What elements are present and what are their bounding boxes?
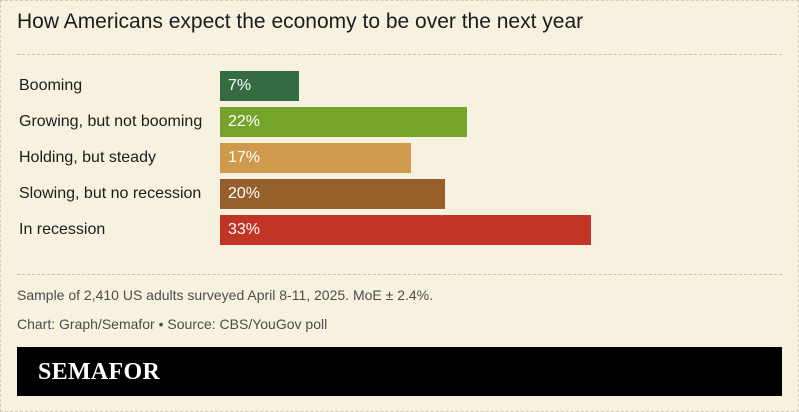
category-label: Booming [19, 77, 83, 94]
category-label: Growing, but not booming [19, 113, 203, 130]
bar [220, 215, 591, 245]
value-label: 22% [228, 113, 261, 130]
bar [220, 107, 467, 137]
source-credit: Chart: Graph/Semafor • Source: CBS/YouGo… [17, 316, 328, 332]
sample-note: Sample of 2,410 US adults surveyed April… [17, 287, 433, 303]
value-label: 20% [228, 185, 261, 202]
value-label: 33% [228, 221, 261, 238]
category-label: Holding, but steady [19, 149, 156, 166]
category-label: In recession [19, 221, 106, 238]
footer-bar: SEMAFOR [17, 347, 782, 396]
top-divider [17, 54, 782, 55]
value-label: 7% [228, 77, 252, 94]
semafor-logo: SEMAFOR [38, 359, 161, 385]
bar [220, 179, 445, 209]
bar [220, 71, 299, 101]
chart-title: How Americans expect the economy to be o… [17, 10, 584, 33]
bar [220, 143, 411, 173]
value-label: 17% [228, 149, 261, 166]
category-label: Slowing, but no recession [19, 185, 202, 202]
bottom-divider [17, 274, 782, 275]
